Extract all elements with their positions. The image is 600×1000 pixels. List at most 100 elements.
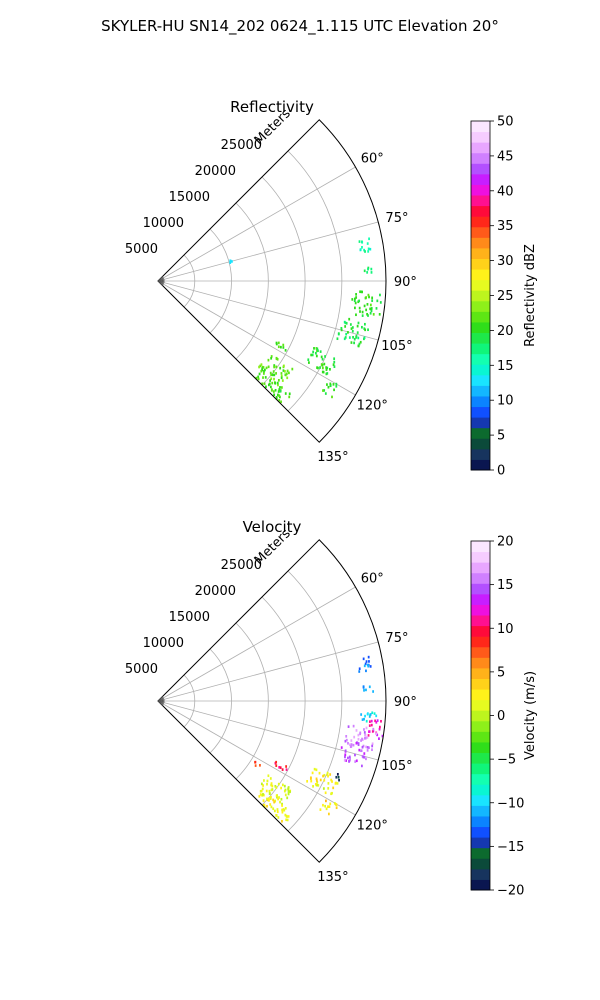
colorbar-segment [471, 195, 490, 207]
colorbar-label: Velocity (m/s) [523, 671, 538, 760]
angle-tick-label: 105° [381, 339, 412, 354]
colorbar-segment [471, 868, 490, 880]
colorbar-tick-label: 20 [497, 535, 514, 550]
colorbar-segment [471, 636, 490, 648]
sector-frame [157, 539, 387, 863]
grid-spoke [157, 280, 356, 396]
colorbar-tick-label: −10 [497, 796, 524, 811]
colorbar-segment [471, 152, 490, 164]
colorbar-segment [471, 269, 490, 281]
velocity-colorbar: −20 −15 −10 −5 0 5 10 15 20 Velocity (m/s) [470, 535, 538, 899]
colorbar-tick-label: 45 [497, 149, 514, 164]
colorbar-segment [471, 216, 490, 228]
echo-cluster [360, 711, 378, 723]
echo-cluster [260, 774, 292, 806]
grid-spoke [157, 700, 379, 761]
colorbar-segment [471, 438, 490, 450]
colorbar-segment [471, 773, 490, 785]
reflectivity-colorbar: 0 5 10 15 20 25 30 35 40 45 50 Reflectivity dBZ [470, 115, 538, 479]
colorbar-segment [471, 678, 490, 690]
echo-cluster [258, 355, 294, 387]
echo-cluster [358, 237, 372, 253]
colorbar-segment [471, 237, 490, 249]
grid-spoke [157, 641, 379, 702]
colorbar-segment [471, 689, 490, 701]
velocity-title: Velocity [243, 518, 302, 536]
colorbar-segment [471, 752, 490, 764]
colorbar-segment [471, 247, 490, 259]
echo-cluster [322, 382, 338, 399]
colorbar-segment [471, 374, 490, 386]
angle-tick-label: 90° [394, 275, 417, 290]
radial-tick-label: 25000 [221, 138, 262, 153]
angle-tick-label: 75° [385, 631, 408, 646]
colorbar-tick-label: 15 [497, 359, 514, 374]
grid-spoke [157, 586, 356, 702]
colorbar-segment [471, 459, 490, 471]
colorbar-segment [471, 710, 490, 722]
colorbar-segment [471, 572, 490, 584]
echo-cluster [367, 719, 384, 740]
colorbar-segment [471, 290, 490, 302]
colorbar-segment [471, 184, 490, 196]
colorbar-tick-label: 40 [497, 184, 514, 199]
colorbar-segment [471, 448, 490, 460]
angle-tick-label: 120° [357, 819, 388, 834]
echo-cluster [307, 347, 336, 376]
angle-tick-label: 60° [361, 571, 384, 586]
colorbar-segment [471, 395, 490, 408]
velocity-tick-labels: 500010000150002000025000Meters60°75°90°1… [125, 526, 417, 885]
colorbar-tick-label: 30 [497, 254, 514, 269]
colorbar-segment [471, 667, 490, 679]
colorbar-segment [471, 625, 490, 637]
colorbar-tick-label: 0 [497, 709, 505, 724]
angle-tick-label: 105° [381, 759, 412, 774]
colorbar-segment [471, 562, 490, 574]
sector-frame [157, 119, 387, 443]
colorbar-tick-label: −15 [497, 840, 524, 855]
colorbar-tick-label: 50 [497, 115, 514, 130]
radial-tick-label: 10000 [143, 636, 184, 651]
colorbar-segment [471, 427, 490, 439]
colorbar-segment [471, 657, 490, 669]
colorbar-tick-label: 15 [497, 578, 514, 593]
colorbar-segment [471, 847, 490, 859]
colorbar-segment [471, 604, 490, 616]
radial-tick-label: 5000 [125, 242, 158, 257]
colorbar-tick-label: −20 [497, 884, 524, 899]
colorbar-segment [471, 720, 490, 732]
velocity-echoes [254, 655, 384, 823]
colorbar-segment [471, 311, 490, 323]
colorbar-segment [471, 406, 490, 418]
angle-tick-label: 60° [361, 151, 384, 166]
angle-tick-label: 90° [394, 695, 417, 710]
grid-spoke [157, 221, 379, 282]
colorbar-segment [471, 279, 490, 291]
reflectivity-tick-labels: 500010000150002000025000Meters60°75°90°1… [125, 106, 417, 465]
colorbar-segment [471, 321, 490, 334]
colorbar-segment [471, 541, 490, 553]
grid-spoke [157, 166, 356, 282]
angle-tick-label: 120° [357, 399, 388, 414]
figure-title: SKYLER-HU SN14_202 0624_1.115 UTC Elevat… [101, 17, 499, 36]
grid-spoke [157, 700, 356, 816]
reflectivity-panel: Reflectivity 500010000150002000025000Met… [125, 98, 538, 479]
colorbar-segment [471, 364, 490, 376]
echo-cluster [358, 655, 372, 673]
colorbar-segment [471, 826, 490, 838]
colorbar-tick-label: 25 [497, 289, 514, 304]
reflectivity-echoes [229, 237, 382, 404]
angle-tick-label: 135° [317, 450, 348, 465]
radial-tick-label: 10000 [143, 216, 184, 231]
echo-cluster [275, 341, 287, 352]
velocity-panel: Velocity 500010000150002000025000Meters6… [125, 518, 538, 899]
echo-cluster [340, 741, 369, 768]
colorbar-tick-label: 20 [497, 324, 514, 339]
echo-cluster [258, 787, 290, 823]
colorbar-segment [471, 131, 490, 143]
colorbar-tick-label: 35 [497, 219, 514, 234]
colorbar-segment [471, 837, 490, 849]
colorbar-tick-label: −5 [497, 753, 516, 768]
colorbar-segment [471, 593, 490, 605]
